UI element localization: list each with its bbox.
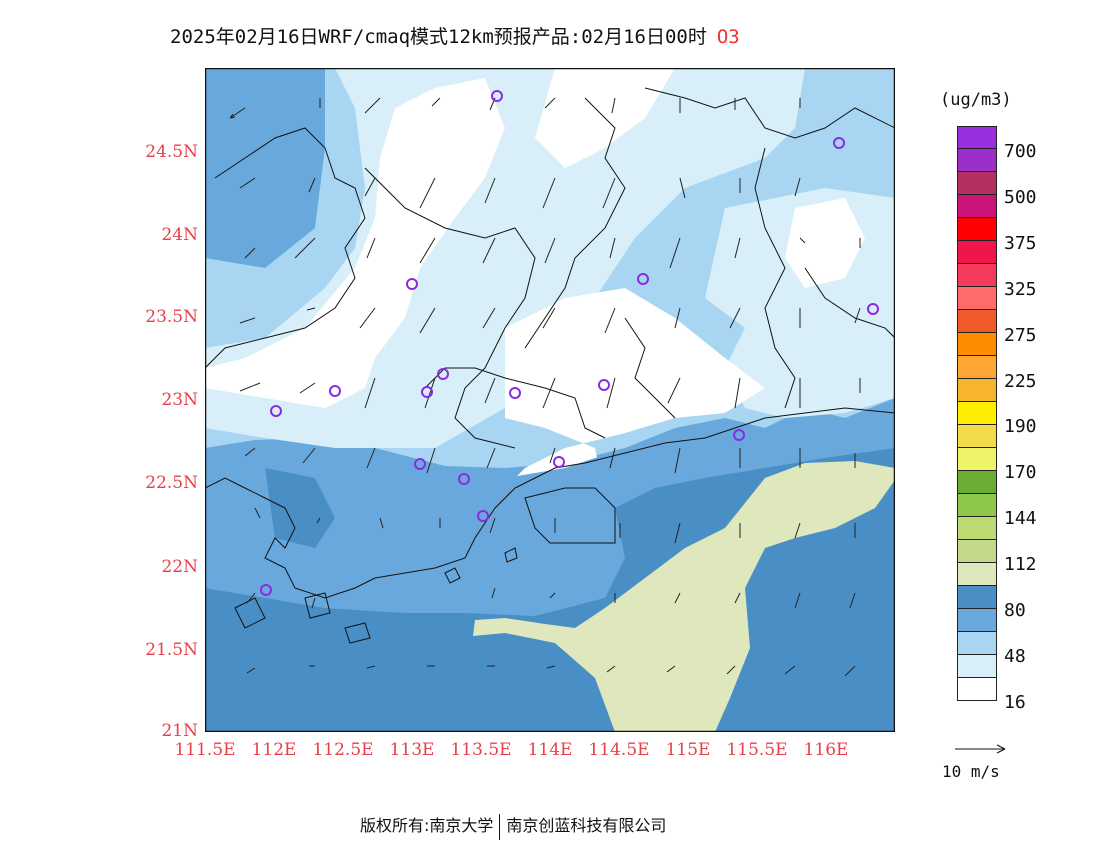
legend-swatch	[957, 471, 997, 494]
legend-swatch	[957, 586, 997, 609]
legend-swatch	[957, 517, 997, 540]
legend-swatch	[957, 425, 997, 448]
y-tick-label: 24.5N	[145, 142, 198, 162]
legend-level: 325	[1004, 279, 1037, 300]
legend-swatch	[957, 356, 997, 379]
x-tick-label: 113E	[389, 740, 435, 760]
legend-swatch	[957, 402, 997, 425]
legend-swatch	[957, 264, 997, 287]
legend-swatch	[957, 540, 997, 563]
coastline	[205, 87, 895, 599]
title-text: 2025年02月16日WRF/cmaq模式12km预报产品:02月16日00时	[170, 26, 707, 48]
legend-swatch	[957, 333, 997, 356]
legend-swatch	[957, 149, 997, 172]
legend-swatch	[957, 241, 997, 264]
x-tick-label: 112E	[251, 740, 297, 760]
y-tick-label: 21N	[161, 721, 198, 741]
legend-swatch	[957, 655, 997, 678]
copyright-right: 南京创蓝科技有限公司	[506, 816, 667, 835]
legend-swatch	[957, 310, 997, 333]
x-tick-label: 115.5E	[726, 740, 788, 760]
legend-swatch	[957, 632, 997, 655]
legend-swatch	[957, 218, 997, 241]
station-markers	[260, 90, 879, 596]
legend-swatch	[957, 287, 997, 310]
x-tick-label: 116E	[803, 740, 849, 760]
legend-level: 170	[1004, 462, 1037, 483]
legend-swatch	[957, 172, 997, 195]
legend-swatch	[957, 195, 997, 218]
y-tick-label: 24N	[161, 225, 198, 245]
islands	[234, 547, 518, 644]
y-tick-label: 23.5N	[145, 307, 198, 327]
legend-level: 375	[1004, 233, 1037, 254]
wind-reference-label: 10 m/s	[942, 762, 1000, 781]
legend-level: 48	[1004, 646, 1026, 667]
x-tick-label: 114E	[527, 740, 573, 760]
footer-divider	[499, 813, 501, 840]
pollutant-label: O3	[716, 26, 740, 48]
legend-level: 16	[1004, 692, 1026, 713]
y-tick-label: 23N	[161, 390, 198, 410]
y-tick-label: 22N	[161, 557, 198, 577]
legend-swatch	[957, 678, 997, 701]
legend-level: 144	[1004, 508, 1037, 529]
copyright-left: 版权所有:南京大学	[360, 816, 494, 835]
y-tick-label: 21.5N	[145, 640, 198, 660]
x-tick-label: 111.5E	[174, 740, 236, 760]
legend-level: 500	[1004, 187, 1037, 208]
legend-unit: (ug/m3)	[940, 90, 1012, 110]
legend-swatch	[957, 379, 997, 402]
concentration-zone-coastal	[205, 408, 895, 608]
copyright-footer: 版权所有:南京大学 南京创蓝科技有限公司	[360, 812, 666, 840]
legend-swatch	[957, 126, 997, 149]
legend-level: 190	[1004, 416, 1037, 437]
legend-swatch	[957, 609, 997, 632]
x-tick-label: 113.5E	[450, 740, 512, 760]
legend-swatch	[957, 563, 997, 586]
legend-level: 275	[1004, 325, 1037, 346]
concentration-zone-plume	[473, 461, 895, 732]
legend-level: 80	[1004, 600, 1026, 621]
legend-swatch	[957, 448, 997, 471]
wind-reference-arrow	[955, 744, 1006, 754]
legend-level: 112	[1004, 554, 1037, 575]
legend-level: 700	[1004, 141, 1037, 162]
legend-swatch	[957, 494, 997, 517]
color-legend	[957, 126, 997, 701]
x-tick-label: 114.5E	[588, 740, 650, 760]
x-tick-label: 112.5E	[312, 740, 374, 760]
map-title: 2025年02月16日WRF/cmaq模式12km预报产品:02月16日00时 O…	[170, 22, 740, 49]
concentration-zone-low	[205, 68, 865, 538]
x-tick-label: 115E	[665, 740, 711, 760]
legend-level: 225	[1004, 371, 1037, 392]
y-tick-label: 22.5N	[145, 473, 198, 493]
wind-vectors	[229, 97, 861, 677]
forecast-map	[205, 68, 895, 732]
